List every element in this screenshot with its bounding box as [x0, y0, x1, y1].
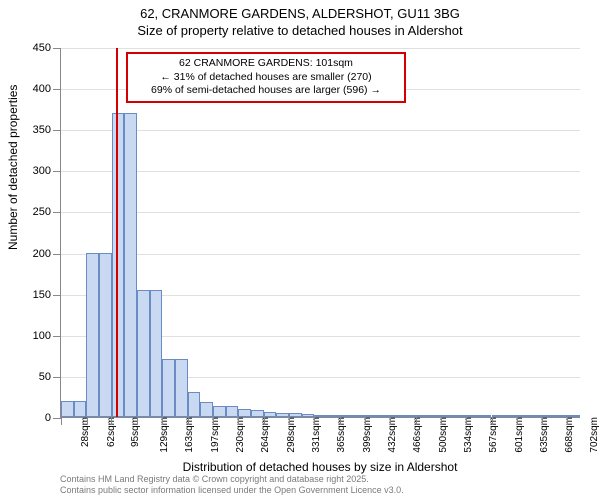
x-tick-label: 668sqm [564, 417, 575, 453]
x-tick-label: 365sqm [336, 417, 347, 453]
annotation-line2: ← 31% of detached houses are smaller (27… [134, 71, 398, 85]
marker-line [116, 48, 118, 417]
x-tick-label: 298sqm [286, 417, 297, 453]
y-tick-label: 0 [45, 412, 61, 424]
histogram-bar [213, 406, 226, 418]
histogram-bar [74, 401, 87, 417]
y-tick-label: 250 [33, 206, 61, 218]
x-tick [264, 417, 265, 425]
x-tick [567, 417, 568, 425]
histogram-bar [61, 401, 74, 417]
y-tick-label: 450 [33, 42, 61, 54]
plot-area: 05010015020025030035040045028sqm62sqm95s… [60, 48, 580, 418]
footnote-line2: Contains public sector information licen… [60, 485, 580, 496]
y-tick-label: 300 [33, 165, 61, 177]
x-tick [61, 417, 62, 425]
x-tick-label: 635sqm [539, 417, 550, 453]
y-tick-label: 150 [33, 289, 61, 301]
y-tick-label: 50 [39, 371, 61, 383]
x-tick-label: 95sqm [130, 417, 141, 447]
x-tick [441, 417, 442, 425]
histogram-bar [150, 290, 163, 417]
x-tick-label: 567sqm [488, 417, 499, 453]
x-tick [542, 417, 543, 425]
annotation-line3: 69% of semi-detached houses are larger (… [134, 84, 398, 98]
histogram-bar [175, 359, 188, 417]
x-tick [188, 417, 189, 425]
x-tick-label: 432sqm [386, 417, 397, 453]
chart-title: 62, CRANMORE GARDENS, ALDERSHOT, GU11 3B… [0, 6, 600, 40]
footnote-line1: Contains HM Land Registry data © Crown c… [60, 474, 580, 485]
gridline [61, 171, 580, 172]
annotation-box: 62 CRANMORE GARDENS: 101sqm← 31% of deta… [126, 52, 406, 103]
x-tick [416, 417, 417, 425]
title-line1: 62, CRANMORE GARDENS, ALDERSHOT, GU11 3B… [0, 6, 600, 23]
x-tick [111, 417, 112, 425]
histogram-bar [162, 359, 175, 417]
x-tick-label: 331sqm [310, 417, 321, 453]
histogram-bar [124, 113, 137, 417]
x-tick [238, 417, 239, 425]
y-axis-label: Number of detached properties [6, 85, 20, 250]
x-tick-label: 129sqm [159, 417, 170, 453]
x-tick [87, 417, 88, 425]
x-tick [365, 417, 366, 425]
x-tick-label: 500sqm [437, 417, 448, 453]
x-tick-label: 230sqm [235, 417, 246, 453]
histogram-bar [112, 113, 125, 417]
annotation-line1: 62 CRANMORE GARDENS: 101sqm [134, 57, 398, 71]
x-tick [466, 417, 467, 425]
x-tick-label: 28sqm [80, 417, 91, 447]
x-tick-label: 534sqm [463, 417, 474, 453]
x-tick-label: 601sqm [513, 417, 524, 453]
x-axis-label: Distribution of detached houses by size … [60, 460, 580, 474]
x-tick-label: 163sqm [184, 417, 195, 453]
histogram-bar [137, 290, 150, 417]
histogram-bar [200, 402, 213, 417]
histogram-bar [226, 406, 239, 417]
histogram-bar [188, 392, 201, 417]
x-tick-label: 702sqm [589, 417, 600, 453]
x-tick-label: 197sqm [210, 417, 221, 453]
x-tick [340, 417, 341, 425]
histogram-bar [99, 253, 112, 417]
y-tick-label: 350 [33, 124, 61, 136]
gridline [61, 130, 580, 131]
x-tick [517, 417, 518, 425]
gridline [61, 254, 580, 255]
x-tick [492, 417, 493, 425]
gridline [61, 212, 580, 213]
x-tick-label: 399sqm [362, 417, 373, 453]
x-tick-label: 466sqm [412, 417, 423, 453]
y-tick-label: 100 [33, 330, 61, 342]
y-tick-label: 400 [33, 83, 61, 95]
x-tick [314, 417, 315, 425]
x-tick [390, 417, 391, 425]
x-tick [137, 417, 138, 425]
x-tick-label: 264sqm [260, 417, 271, 453]
x-tick [213, 417, 214, 425]
y-tick-label: 200 [33, 248, 61, 260]
gridline [61, 48, 580, 49]
x-tick [162, 417, 163, 425]
footnote: Contains HM Land Registry data © Crown c… [60, 474, 580, 496]
x-tick [289, 417, 290, 425]
histogram-bar [238, 409, 251, 417]
histogram-bar [86, 253, 99, 417]
title-line2: Size of property relative to detached ho… [0, 23, 600, 40]
